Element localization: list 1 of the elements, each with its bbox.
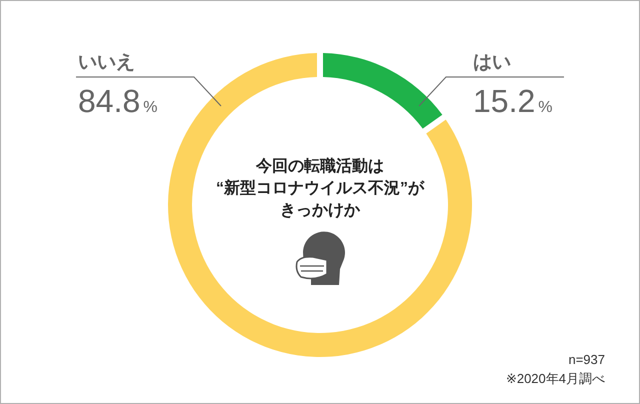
title: 今回の転職活動は“新型コロナウイルス不況”がきっかけか	[216, 158, 424, 219]
